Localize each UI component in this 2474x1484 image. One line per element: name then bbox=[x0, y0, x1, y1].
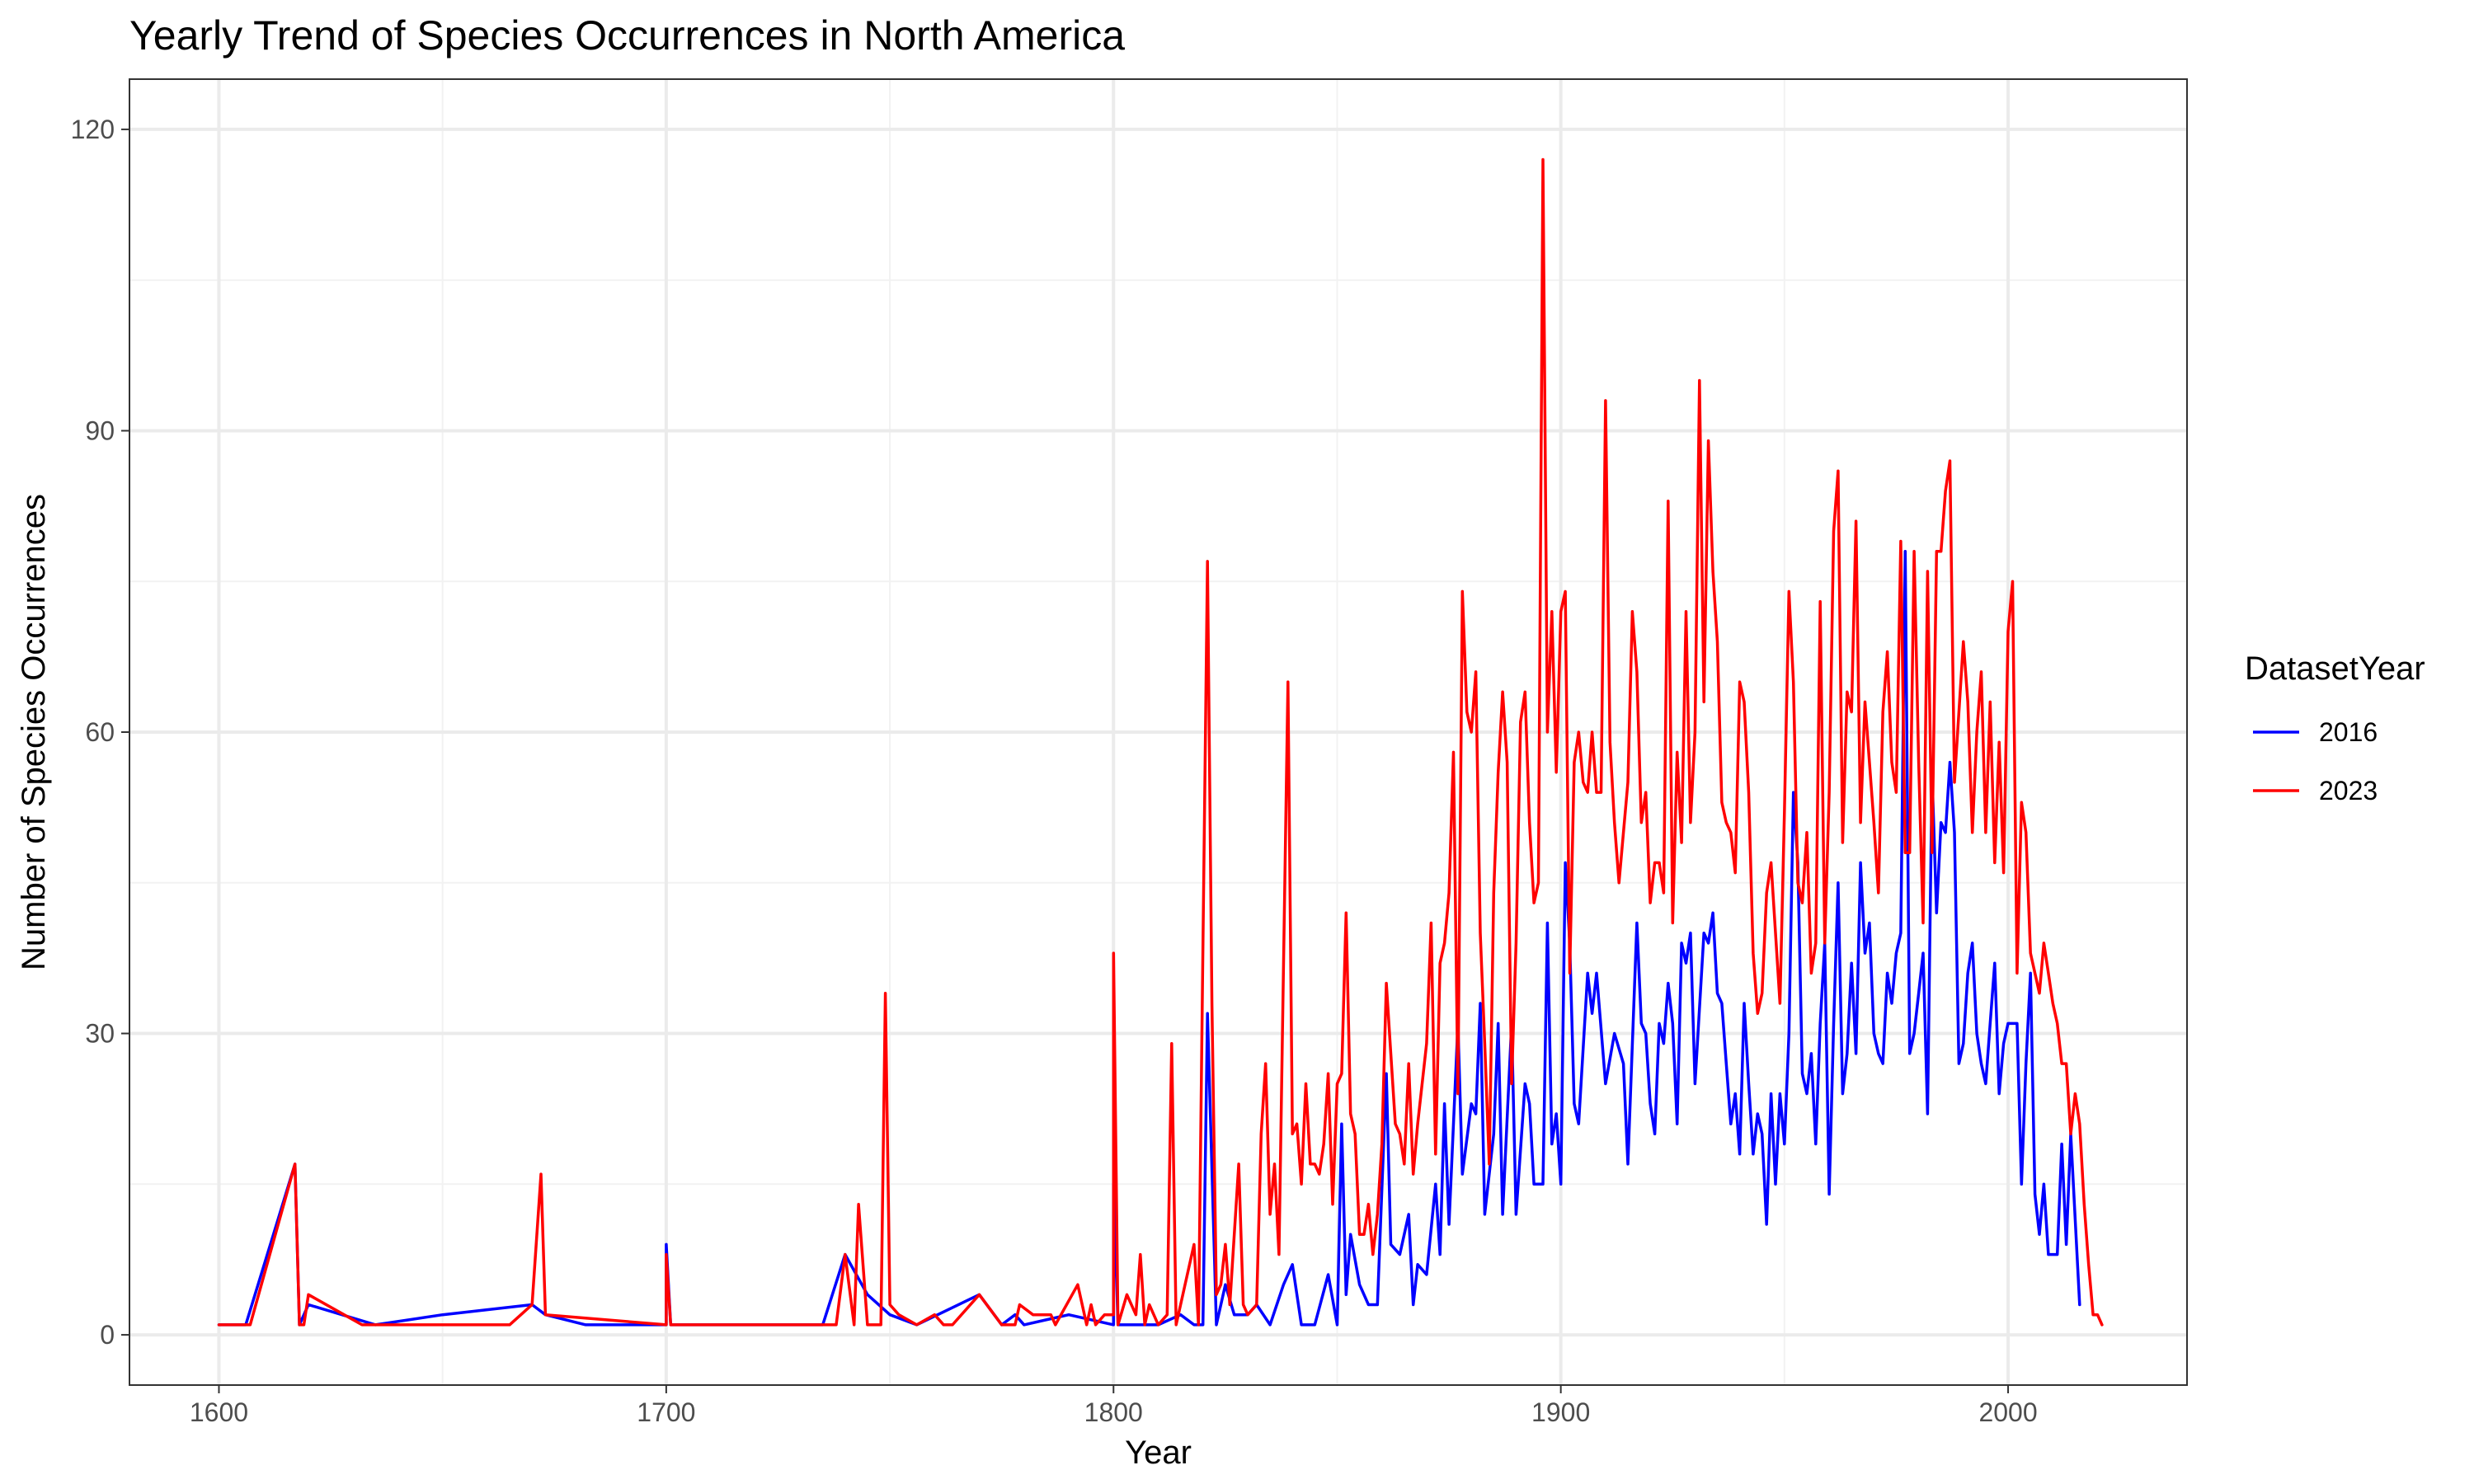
x-tick-label: 1800 bbox=[1084, 1397, 1143, 1427]
y-tick-label: 60 bbox=[85, 717, 115, 747]
chart-title: Yearly Trend of Species Occurrences in N… bbox=[129, 12, 1125, 59]
x-tick-label: 2000 bbox=[1978, 1397, 2037, 1427]
y-tick-label: 30 bbox=[85, 1019, 115, 1049]
legend-title: DatasetYear bbox=[2245, 650, 2425, 687]
y-tick-label: 120 bbox=[71, 115, 115, 144]
x-tick-label: 1900 bbox=[1531, 1397, 1590, 1427]
legend-label-2023: 2023 bbox=[2319, 776, 2378, 805]
x-tick-label: 1700 bbox=[637, 1397, 695, 1427]
series-line-2023 bbox=[217, 157, 2104, 1327]
x-tick-label: 1600 bbox=[190, 1397, 248, 1427]
axes: 1600 1700 1800 1900 2000 0 30 60 90 120 bbox=[71, 115, 2038, 1427]
series-lines bbox=[217, 157, 2104, 1327]
x-axis-label: Year bbox=[1125, 1435, 1192, 1471]
y-tick-label: 90 bbox=[85, 416, 115, 445]
legend: DatasetYear 2016 2023 bbox=[2245, 650, 2425, 805]
legend-label-2016: 2016 bbox=[2319, 717, 2378, 747]
y-tick-label: 0 bbox=[100, 1320, 115, 1350]
y-axis-label: Number of Species Occurrences bbox=[16, 494, 52, 970]
